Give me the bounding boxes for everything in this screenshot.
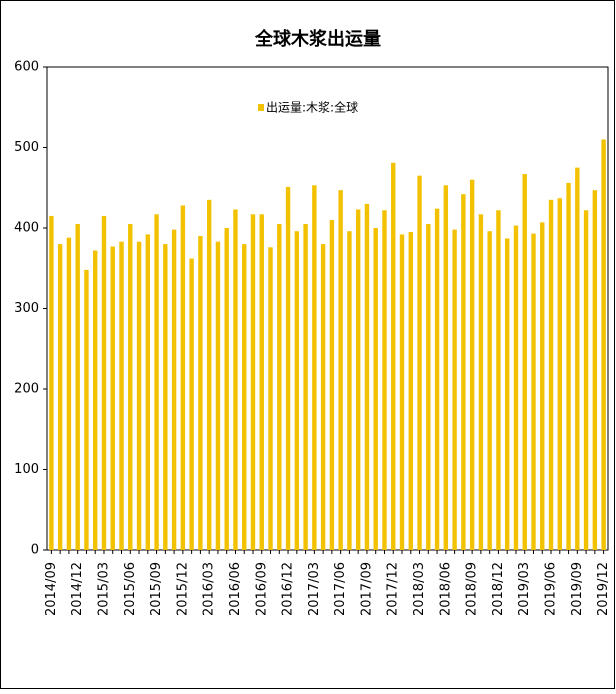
bar xyxy=(461,194,466,550)
bar xyxy=(171,229,177,551)
bar xyxy=(417,175,422,551)
bar xyxy=(154,214,159,550)
x-tick-label: 2015/03 xyxy=(96,562,111,616)
bar xyxy=(575,167,580,550)
x-tick-label: 2019/12 xyxy=(596,562,611,616)
bar xyxy=(198,236,203,551)
bar xyxy=(426,223,431,550)
x-tick-label: 2015/12 xyxy=(175,562,190,616)
bar xyxy=(312,185,317,550)
bar xyxy=(277,223,282,550)
bar xyxy=(452,229,457,551)
bar xyxy=(469,179,475,550)
x-tick-label: 2016/06 xyxy=(228,562,243,616)
bar xyxy=(329,219,335,550)
x-tick-label: 2017/12 xyxy=(386,562,401,616)
x-tick-label: 2018/06 xyxy=(438,562,453,616)
bar xyxy=(224,228,229,550)
bar xyxy=(75,223,80,550)
x-tick-label: 2016/09 xyxy=(254,562,269,616)
bar xyxy=(382,210,387,551)
bar xyxy=(347,231,352,550)
x-tick-label: 2019/06 xyxy=(544,562,559,616)
bar xyxy=(355,209,361,551)
bar xyxy=(531,233,536,550)
x-tick-label: 2019/09 xyxy=(570,562,585,616)
bar xyxy=(110,246,115,550)
x-tick-label: 2015/06 xyxy=(123,562,138,616)
bar xyxy=(601,139,606,550)
bar xyxy=(242,244,247,550)
bar xyxy=(548,199,554,550)
x-tick-label: 2018/03 xyxy=(412,562,427,616)
bar xyxy=(557,198,562,550)
y-tick-label: 200 xyxy=(14,382,39,397)
bar xyxy=(496,210,501,551)
x-tick-label: 2015/09 xyxy=(149,562,164,616)
bar xyxy=(233,209,238,551)
bar xyxy=(145,234,151,550)
bar xyxy=(84,269,89,550)
bar xyxy=(522,174,527,550)
x-tick-label: 2017/06 xyxy=(333,562,348,616)
y-tick-label: 100 xyxy=(14,462,39,477)
bar xyxy=(364,203,370,550)
y-tick-label: 600 xyxy=(14,60,39,75)
x-tick-label: 2016/03 xyxy=(202,562,217,616)
bar xyxy=(101,215,107,551)
y-tick-label: 400 xyxy=(14,221,39,236)
x-tick-label: 2019/03 xyxy=(517,562,532,616)
bar xyxy=(443,185,449,550)
bar xyxy=(215,241,221,550)
bar xyxy=(250,214,256,550)
x-tick-label: 2017/03 xyxy=(307,562,322,616)
bar xyxy=(206,199,212,550)
legend-label: 出运量:木浆:全球 xyxy=(266,100,358,115)
bar xyxy=(189,258,194,550)
bar xyxy=(540,222,545,551)
bar xyxy=(399,234,405,550)
x-tick-label: 2018/12 xyxy=(491,562,506,616)
bar xyxy=(478,214,484,550)
bar xyxy=(434,208,440,550)
bar xyxy=(119,241,124,550)
x-tick-label: 2018/09 xyxy=(465,562,480,616)
y-tick-label: 300 xyxy=(14,301,39,316)
bar xyxy=(391,162,396,551)
legend-swatch xyxy=(258,104,264,111)
bar xyxy=(180,205,186,550)
x-tick-label: 2016/12 xyxy=(281,562,296,616)
x-tick-label: 2017/09 xyxy=(359,562,374,616)
bar xyxy=(338,190,343,551)
bar xyxy=(163,244,168,550)
bar xyxy=(49,215,54,551)
bar xyxy=(320,244,326,550)
bar xyxy=(373,228,378,550)
x-tick-label: 2014/09 xyxy=(44,562,59,616)
bar xyxy=(66,237,72,550)
bar xyxy=(566,182,571,551)
bar xyxy=(128,223,133,550)
bar xyxy=(259,214,264,550)
chart-title: 全球木浆出运量 xyxy=(254,28,381,50)
bar xyxy=(592,190,598,551)
bar xyxy=(57,244,63,550)
bar xyxy=(513,225,519,550)
bar xyxy=(408,232,413,550)
bar xyxy=(504,238,510,550)
bar xyxy=(136,241,142,550)
bar xyxy=(93,250,98,551)
bar xyxy=(294,231,300,550)
bar xyxy=(583,210,589,551)
y-tick-label: 0 xyxy=(31,543,39,558)
bar xyxy=(303,223,308,550)
bar xyxy=(487,231,492,550)
bar xyxy=(268,247,273,550)
y-tick-label: 500 xyxy=(14,140,39,155)
bar xyxy=(285,186,291,550)
x-tick-label: 2014/12 xyxy=(70,562,85,616)
